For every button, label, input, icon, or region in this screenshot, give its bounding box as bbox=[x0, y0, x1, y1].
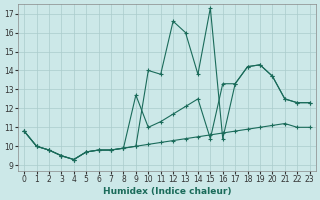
X-axis label: Humidex (Indice chaleur): Humidex (Indice chaleur) bbox=[103, 187, 231, 196]
